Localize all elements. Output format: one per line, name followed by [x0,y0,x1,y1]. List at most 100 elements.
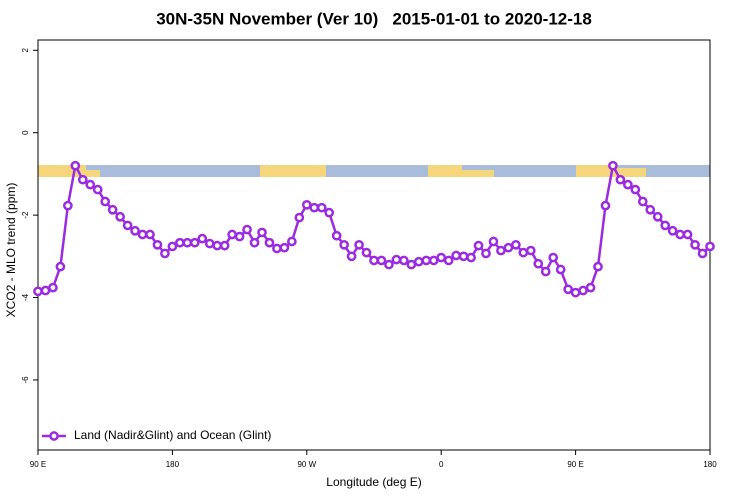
point [682,229,693,240]
legend-marker [49,431,59,441]
point [458,251,469,262]
point [428,255,439,266]
point [436,252,447,263]
point [645,204,656,215]
point [511,239,521,250]
legend-label: Land (Nadir&Glint) and Ocean (Glint) [74,428,271,442]
x-tick-label: 90 E [30,460,46,469]
point [578,285,588,296]
point [354,239,364,250]
x-tick-label: 180 [703,460,717,469]
point [234,231,245,242]
point [249,237,260,248]
point [376,255,387,266]
point [55,261,66,272]
point [264,237,275,248]
point [391,254,402,265]
y-tick-label: 0 [21,130,30,135]
point [369,255,379,266]
point [675,229,685,240]
point [667,225,678,236]
point [167,241,178,252]
point [652,211,663,222]
land-ocean-band [38,165,710,177]
point [324,207,335,218]
point [287,236,297,247]
point [63,200,73,211]
point [48,282,58,293]
point [443,255,454,266]
point [481,248,491,259]
point [294,212,305,223]
point [533,258,544,269]
point [413,256,424,267]
y-axis-label: XCO2 - MLO trend (ppm) [4,183,18,318]
point [503,242,514,253]
point [637,196,648,207]
point [540,266,551,277]
point [316,202,327,213]
point [697,248,708,259]
point [488,236,499,247]
point [406,259,417,270]
point [197,233,208,244]
point [257,227,267,238]
point [160,248,170,259]
point [399,255,409,266]
x-tick-label: 0 [439,460,444,469]
point [301,199,312,210]
point [451,250,461,261]
point [137,229,148,240]
point [182,237,193,248]
point [690,239,700,250]
point [473,240,484,251]
point [309,202,320,213]
y-tick-label: -2 [21,211,30,219]
point [279,242,290,253]
point [122,220,133,231]
point [570,287,581,298]
point [272,243,282,254]
point [525,245,536,256]
point [92,184,103,195]
point [189,237,200,248]
point [85,179,96,190]
x-tick-label: 90 E [567,460,583,469]
point [585,282,596,293]
point [466,252,476,263]
point [70,160,81,171]
x-axis-label: Longitude (deg E) [326,475,421,489]
point [384,259,394,270]
y-tick-label: 2 [21,48,30,53]
point [623,179,633,190]
point [563,284,573,295]
point [630,184,641,195]
point [212,240,223,251]
point [100,196,111,207]
point [40,285,51,296]
point [204,238,215,249]
point [107,204,118,215]
point [593,261,603,272]
point [615,174,626,185]
point [33,286,43,297]
point [555,264,566,275]
point [346,251,357,262]
y-tick-label: -6 [21,376,30,384]
point [331,230,342,241]
point [227,229,237,240]
point [361,247,372,258]
point [130,225,140,236]
point [242,224,252,235]
point [152,239,163,250]
point [175,237,185,248]
x-tick-label: 90 W [297,460,316,469]
point [518,247,529,258]
point [600,200,611,211]
point [660,220,671,231]
point [219,240,230,251]
point [608,160,618,171]
point [421,255,432,266]
point [145,229,155,240]
